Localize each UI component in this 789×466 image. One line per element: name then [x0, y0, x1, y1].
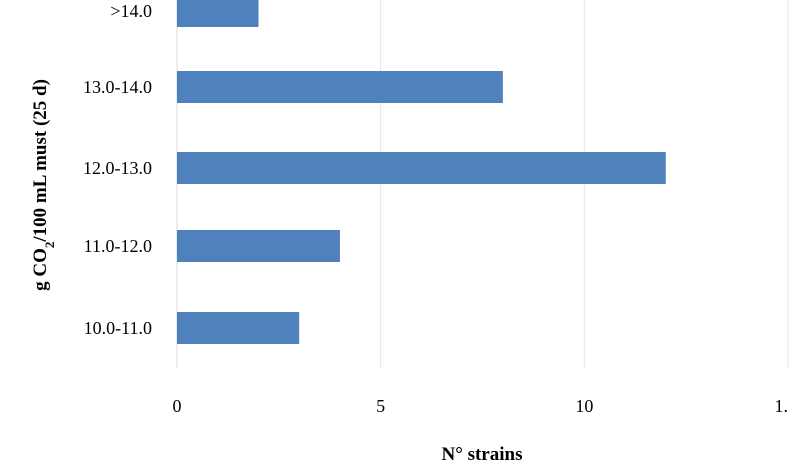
- bar: [177, 312, 300, 344]
- x-tick-labels: 0 5 10 1.: [173, 396, 789, 416]
- bar: [177, 230, 340, 262]
- y-tick-label: 13.0-14.0: [83, 77, 152, 97]
- bar: [177, 152, 666, 184]
- bars: [177, 0, 666, 344]
- y-tick-labels: 10.0-11.0 11.0-12.0 12.0-13.0 13.0-14.0 >14.…: [83, 1, 152, 338]
- x-tick-label: 1.: [775, 396, 789, 416]
- x-axis-title: N° strains: [442, 444, 523, 465]
- y-tick-label: >14.0: [110, 1, 152, 21]
- bar: [177, 71, 503, 103]
- x-tick-label: 0: [173, 396, 182, 416]
- y-tick-label: 11.0-12.0: [84, 236, 152, 256]
- x-tick-label: 5: [376, 396, 385, 416]
- y-axis-title-subscript: 2: [42, 242, 57, 249]
- y-tick-label: 12.0-13.0: [83, 158, 152, 178]
- y-tick-label: 10.0-11.0: [84, 318, 152, 338]
- y-axis-title-suffix: /100 mL must (25 d): [30, 79, 51, 243]
- y-axis-title-prefix: g CO: [30, 248, 51, 291]
- y-axis-title: g CO2/100 mL must (25 d): [30, 79, 57, 291]
- bar: [177, 0, 259, 27]
- x-tick-label: 10: [575, 396, 593, 416]
